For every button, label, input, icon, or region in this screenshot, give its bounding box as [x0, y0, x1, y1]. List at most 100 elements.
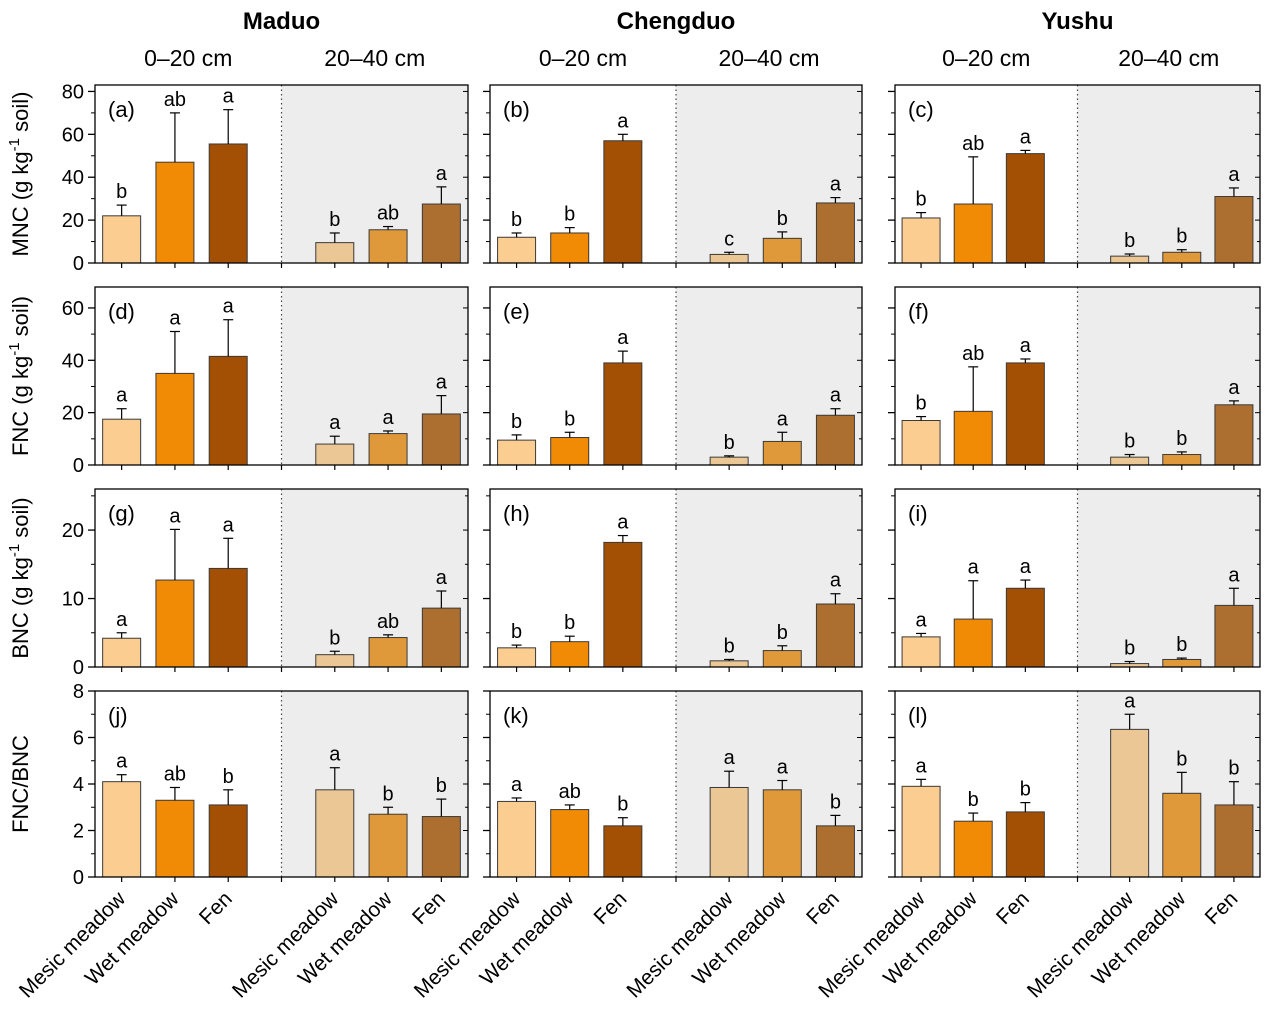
panel-tag: (h): [503, 501, 530, 526]
bar-fen-20-40-cm: [421, 607, 461, 668]
bar-mesic-meadow-0-20-cm: [102, 215, 142, 264]
bar-fen-20-40-cm: [815, 603, 855, 668]
x-category-label-fen: Fen: [590, 887, 632, 929]
sig-letter: b: [724, 635, 735, 657]
bar-wet-meadow-0-20-cm: [155, 579, 195, 668]
bar-fen-20-40-cm: [421, 203, 461, 264]
y-tick-label: 10: [62, 589, 84, 611]
y-tick-label: 0: [73, 455, 84, 477]
sig-letter: b: [1176, 226, 1187, 248]
sig-letter: b: [916, 189, 927, 211]
bar-wet-meadow-20-40-cm: [1162, 454, 1202, 466]
sig-letter: ab: [164, 89, 186, 111]
panel-f: bab ab ba(f): [888, 286, 1261, 470]
bar-fen-0-20-cm: [208, 804, 248, 878]
y-tick-label: 80: [62, 81, 84, 103]
site-title-maduo: Maduo: [243, 8, 320, 35]
sig-letter: ab: [377, 611, 399, 633]
bar-mesic-meadow-20-40-cm: [315, 789, 355, 878]
sig-letter: b: [511, 621, 522, 643]
bar-wet-meadow-20-40-cm: [1162, 792, 1202, 878]
bar-fen-0-20-cm: [603, 362, 643, 466]
sig-letter: b: [223, 766, 234, 788]
x-category-label-wet-meadow: Wet meadow: [476, 887, 579, 990]
x-category-label-wet-meadow: Wet meadow: [688, 887, 791, 990]
bar-fen-20-40-cm: [1214, 404, 1254, 466]
panel-tag: (l): [908, 703, 928, 728]
sig-letter: b: [1124, 230, 1135, 252]
bar-wet-meadow-20-40-cm: [1162, 251, 1202, 264]
sig-letter: a: [116, 385, 128, 407]
sig-letter: b: [916, 393, 927, 415]
bar-wet-meadow-0-20-cm: [953, 203, 993, 264]
depth-title-chengduo-20-40-cm: 20–40 cm: [718, 45, 819, 71]
sig-letter: a: [617, 110, 629, 132]
sig-letter: b: [383, 783, 394, 805]
sig-letter: a: [436, 163, 448, 185]
sig-letter: b: [617, 794, 628, 816]
bar-wet-meadow-0-20-cm: [953, 820, 993, 878]
bar-mesic-meadow-0-20-cm: [497, 800, 537, 878]
sig-letter: b: [1176, 634, 1187, 656]
bar-wet-meadow-20-40-cm: [368, 637, 408, 668]
bar-fen-20-40-cm: [421, 816, 461, 878]
bar-mesic-meadow-20-40-cm: [709, 660, 749, 668]
x-category-label-fen: Fen: [195, 887, 237, 929]
y-tick-label: 20: [62, 403, 84, 425]
sig-letter: a: [1228, 377, 1240, 399]
sig-letter: a: [1124, 690, 1136, 712]
y-tick-label: 2: [73, 821, 84, 843]
bar-mesic-meadow-0-20-cm: [497, 236, 537, 264]
panel-tag: (g): [108, 501, 135, 526]
bar-fen-20-40-cm: [1214, 196, 1254, 264]
bar-fen-0-20-cm: [1005, 587, 1045, 668]
depth-title-yushu-0-20-cm: 0–20 cm: [942, 45, 1030, 71]
site-title-yushu: Yushu: [1041, 8, 1113, 35]
y-tick-label: 8: [73, 681, 84, 703]
bar-fen-0-20-cm: [603, 541, 643, 668]
sig-letter: a: [223, 514, 235, 536]
x-category-label-wet-meadow: Wet meadow: [294, 887, 397, 990]
bar-fen-20-40-cm: [1214, 804, 1254, 878]
panel-tag: (k): [503, 703, 529, 728]
sig-letter: a: [511, 774, 523, 796]
sig-letter: ab: [962, 133, 984, 155]
bar-mesic-meadow-0-20-cm: [901, 420, 941, 466]
bar-wet-meadow-20-40-cm: [762, 237, 802, 264]
sig-letter: a: [1020, 556, 1032, 578]
bar-wet-meadow-0-20-cm: [550, 809, 590, 878]
sig-letter: a: [116, 751, 128, 773]
x-category-label-fen: Fen: [802, 887, 844, 929]
sig-letter: a: [116, 609, 128, 631]
panel-tag: (a): [108, 97, 135, 122]
bar-mesic-meadow-0-20-cm: [497, 647, 537, 668]
sig-letter: b: [1020, 779, 1031, 801]
sig-letter: b: [724, 432, 735, 454]
sig-letter: a: [223, 296, 235, 318]
sig-letter: b: [564, 612, 575, 634]
y-tick-label: 6: [73, 728, 84, 750]
bar-wet-meadow-0-20-cm: [550, 437, 590, 466]
y-axis-title-fnc-bnc: FNC/BNC: [8, 735, 33, 833]
sig-letter: a: [777, 408, 789, 430]
site-title-chengduo: Chengduo: [617, 8, 736, 35]
y-tick-label: 40: [62, 350, 84, 372]
sig-letter: a: [223, 86, 235, 108]
x-category-label-fen: Fen: [992, 887, 1034, 929]
bar-mesic-meadow-20-40-cm: [709, 456, 749, 466]
y-tick-label: 0: [73, 253, 84, 275]
sig-letter: a: [169, 308, 181, 330]
sig-letter: b: [564, 408, 575, 430]
y-tick-label: 60: [62, 124, 84, 146]
bar-mesic-meadow-20-40-cm: [709, 786, 749, 878]
y-tick-label: 4: [73, 774, 84, 796]
panel-b: b b a c b a (b): [483, 84, 863, 268]
depth-title-maduo-20-40-cm: 20–40 cm: [324, 45, 425, 71]
bar-mesic-meadow-20-40-cm: [1110, 255, 1150, 264]
panel-i: a a a b b a (i): [888, 488, 1261, 672]
sig-letter: b: [1176, 428, 1187, 450]
